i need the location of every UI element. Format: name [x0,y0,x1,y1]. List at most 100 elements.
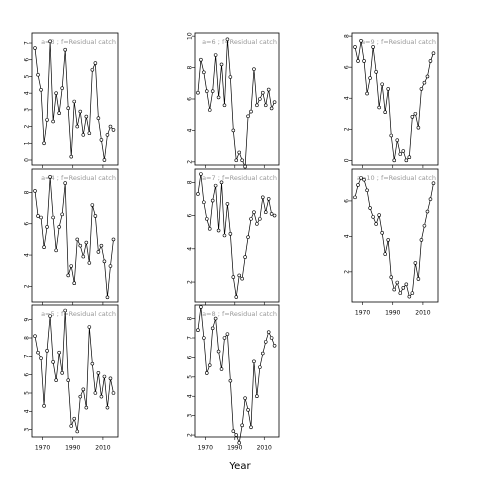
data-point [105,295,110,300]
data-point [269,336,274,340]
data-point [398,291,403,295]
data-point [368,206,372,210]
data-point [374,70,378,74]
data-point [36,72,40,77]
data-point [222,336,227,340]
data-point [210,326,215,331]
data-point [260,195,265,200]
data-point [102,259,107,264]
data-point [36,214,40,218]
panel-title: a=9 ; f=Residual catch [361,38,436,46]
data-point [99,394,104,399]
data-point [39,88,43,92]
data-point [63,308,67,313]
data-point [57,111,61,116]
y-tick-label: 4 [24,91,31,95]
data-point [416,125,421,130]
data-point [39,356,43,360]
series-line [34,176,114,298]
data-point [54,248,58,253]
data-point [234,295,239,299]
data-point [422,223,427,228]
data-point [231,128,236,133]
data-point [383,110,387,114]
data-point [108,376,113,381]
data-point [51,360,55,364]
data-point [219,180,224,185]
data-point [240,423,244,428]
x-tick-label: 1990 [385,310,400,317]
data-point [216,95,221,100]
data-point [93,61,98,65]
data-point [266,87,271,92]
y-tick-label: 6 [24,373,31,377]
data-point [263,210,268,215]
panel-title: a=10 ; f=Residual catch [357,174,436,182]
y-tick-label: 2 [24,124,31,128]
y-tick-label: 6 [24,222,31,226]
x-tick-label: 1970 [355,310,370,317]
data-point [219,62,224,67]
data-point [87,131,92,136]
data-point [240,276,244,281]
data-point [48,314,52,318]
y-tick-label: 8 [24,336,31,340]
data-point [105,133,110,137]
data-point [81,387,86,392]
x-tick-label: 2010 [95,445,110,452]
data-point [96,116,101,121]
data-point [272,213,277,218]
data-point [66,106,71,110]
data-point [213,316,218,321]
data-point [202,200,206,205]
data-point [243,396,247,400]
data-point [96,250,101,254]
data-point [380,82,384,87]
data-point [75,124,80,129]
data-point [413,111,418,116]
data-point [237,273,242,278]
y-tick-label: 4 [187,247,194,251]
data-point [269,212,274,216]
y-tick-label: 4 [344,96,351,100]
data-point [225,37,230,42]
data-point [252,210,256,215]
data-point [111,391,116,395]
y-tick-label: 0 [24,158,31,162]
panel-frame [351,32,439,166]
data-point [93,214,98,218]
data-point [42,141,46,146]
data-point [365,91,369,96]
data-point [60,371,64,375]
data-point [222,233,227,238]
data-point [33,46,37,50]
data-point [207,363,212,367]
data-point [81,133,86,137]
data-point [219,367,224,371]
data-point [204,89,209,93]
data-point [249,217,253,221]
data-point [428,59,433,63]
y-tick-label: 0 [344,158,351,162]
data-point [199,305,203,309]
y-tick-label: 7 [24,354,31,358]
data-point [216,228,221,233]
data-point [401,286,406,290]
data-point [359,176,363,180]
data-point [225,332,230,336]
data-point [234,433,239,437]
series-line [354,177,434,298]
y-tick-label: 8 [24,190,31,194]
series-line [354,40,434,162]
data-point [258,97,262,101]
data-point [96,371,101,375]
data-point [404,158,409,163]
panel-frame [351,168,439,303]
data-point [252,359,256,364]
data-point [45,349,49,353]
data-point [66,378,71,382]
data-point [81,254,86,259]
y-tick-label: 8 [187,317,194,321]
data-point [51,119,55,124]
